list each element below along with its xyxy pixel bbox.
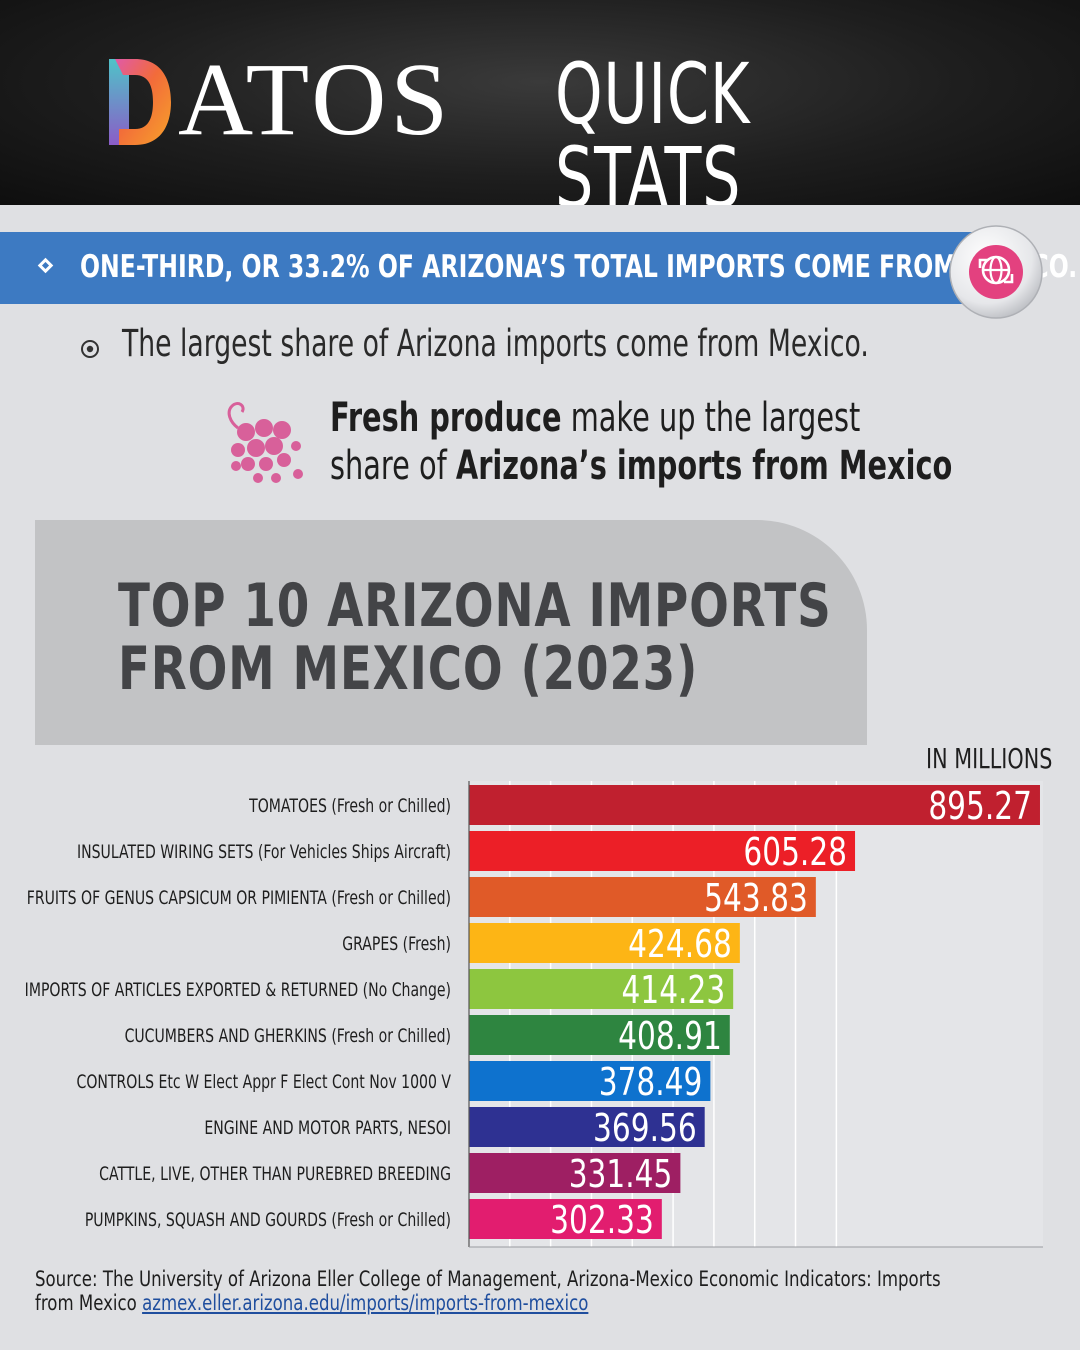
datos-logo-d-icon bbox=[109, 59, 171, 145]
bar bbox=[469, 831, 856, 871]
value-label: 331.45 bbox=[569, 1152, 673, 1197]
callout-bold-1: Fresh produce bbox=[330, 395, 562, 441]
chart-title-line-2: FROM MEXICO (2023) bbox=[118, 634, 699, 704]
bullet-text: The largest share of Arizona imports com… bbox=[122, 322, 869, 365]
highlight-banner: ONE-THIRD, OR 33.2% OF ARIZONA’S TOTAL I… bbox=[0, 232, 1077, 304]
source-link[interactable]: azmex.eller.arizona.edu/imports/imports-… bbox=[142, 1290, 589, 1315]
value-label: 424.68 bbox=[628, 922, 732, 967]
chart-title-line-1: TOP 10 ARIZONA IMPORTS bbox=[118, 571, 832, 641]
callout-bold-2: Arizona’s imports from Mexico bbox=[455, 443, 953, 489]
bar bbox=[469, 1107, 705, 1147]
category-label: CUCUMBERS AND GHERKINS (Fresh or Chilled… bbox=[125, 1024, 451, 1047]
category-label: TOMATOES (Fresh or Chilled) bbox=[248, 794, 451, 817]
category-label: GRAPES (Fresh) bbox=[342, 932, 451, 955]
bar bbox=[469, 1199, 662, 1239]
bar bbox=[469, 1015, 730, 1055]
category-label: INSULATED WIRING SETS (For Vehicles Ship… bbox=[77, 840, 451, 863]
value-label: 895.27 bbox=[928, 784, 1032, 829]
header-banner: ATOS QUICK STATS bbox=[0, 0, 1080, 205]
source-line-2: from Mexico azmex.eller.arizona.edu/impo… bbox=[35, 1290, 825, 1316]
globe-exchange-icon bbox=[949, 225, 1043, 319]
source-text-2: from Mexico bbox=[35, 1290, 143, 1315]
brand-wordmark: ATOS bbox=[178, 42, 453, 157]
chart-unit-label: IN MILLIONS bbox=[926, 742, 1053, 775]
callout-text-2: share of bbox=[330, 443, 456, 489]
value-label: 543.83 bbox=[704, 876, 808, 921]
value-label: 302.33 bbox=[550, 1198, 654, 1243]
value-label: 378.49 bbox=[599, 1060, 703, 1105]
category-label: FRUITS OF GENUS CAPSICUM OR PIMIENTA (Fr… bbox=[27, 886, 451, 909]
chart-title: TOP 10 ARIZONA IMPORTS FROM MEXICO (2023… bbox=[118, 575, 832, 701]
category-label: ENGINE AND MOTOR PARTS, NESOI bbox=[204, 1116, 451, 1139]
category-label: CATTLE, LIVE, OTHER THAN PUREBRED BREEDI… bbox=[99, 1162, 451, 1185]
callout-line-2: share of Arizona’s imports from Mexico bbox=[330, 444, 952, 488]
source-text: Source: The University of Arizona Eller … bbox=[35, 1267, 941, 1291]
bar bbox=[469, 1061, 711, 1101]
category-label: PUMPKINS, SQUASH AND GOURDS (Fresh or Ch… bbox=[85, 1208, 451, 1231]
bar bbox=[469, 785, 1040, 825]
source-note: Source: The University of Arizona Eller … bbox=[35, 1267, 941, 1316]
bar bbox=[469, 877, 816, 917]
value-label: 408.91 bbox=[618, 1014, 722, 1059]
bar bbox=[469, 923, 740, 963]
value-label: 369.56 bbox=[593, 1106, 697, 1151]
chart-title-box: TOP 10 ARIZONA IMPORTS FROM MEXICO (2023… bbox=[35, 520, 867, 745]
header-title: QUICK STATS bbox=[555, 45, 751, 205]
grapes-icon bbox=[227, 402, 303, 483]
category-label: IMPORTS OF ARTICLES EXPORTED & RETURNED … bbox=[25, 978, 451, 1001]
bar bbox=[469, 1153, 681, 1193]
value-label: 605.28 bbox=[743, 830, 847, 875]
bar bbox=[469, 969, 734, 1009]
callout-text-1: make up the largest bbox=[561, 395, 861, 441]
value-label: 414.23 bbox=[622, 968, 726, 1013]
category-label: CONTROLS Etc W Elect Appr F Elect Cont N… bbox=[77, 1070, 452, 1093]
callout-line-1: Fresh produce make up the largest bbox=[330, 396, 860, 440]
banner-text: ONE-THIRD, OR 33.2% OF ARIZONA’S TOTAL I… bbox=[80, 249, 1078, 285]
circle-bullet-icon bbox=[81, 340, 99, 358]
